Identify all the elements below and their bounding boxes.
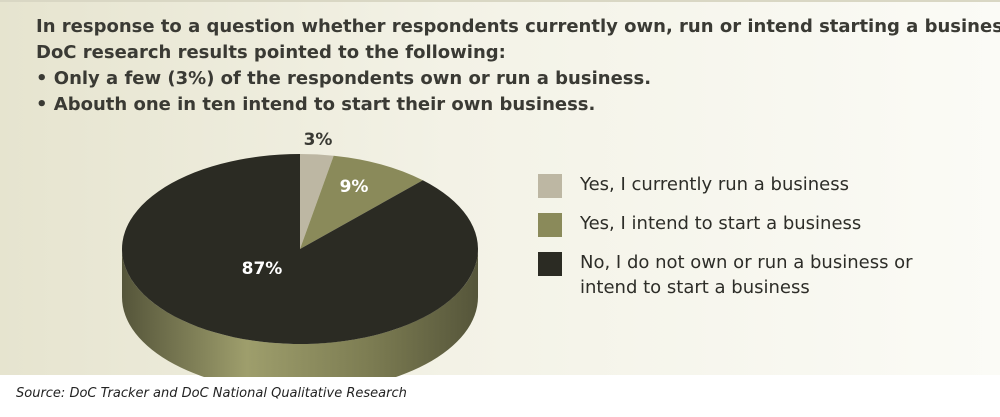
legend-swatch [538,174,562,198]
pie-labels: 3% 9% 87% [242,130,369,279]
pie-slice [121,154,479,344]
chart-heading: In response to a question whether respon… [36,14,1000,118]
heading-bullet: • Abouth one in ten intend to start thei… [36,94,596,115]
pie-top [121,154,479,344]
pie-chart: 3% 9% 87% [121,130,479,377]
heading-bullet: • Only a few (3%) of the respondents own… [36,68,652,89]
pie-slice [300,154,334,249]
legend-item: Yes, I currently run a business [538,172,978,198]
legend-label: No, I do not own or run a business or [580,252,913,273]
legend-label: intend to start a business [580,277,810,298]
pie-slice [300,155,423,249]
heading-line: In response to a question whether respon… [36,16,1000,37]
pie-slice-label: 87% [242,259,283,279]
pie-rim [122,249,478,377]
pie-side [122,249,478,377]
pie-slice-label: 3% [304,130,333,150]
legend-item: Yes, I intend to start a business [538,211,978,237]
legend-label: Yes, I intend to start a business [580,213,862,234]
pie-slice-label: 9% [340,177,369,197]
legend-swatch [538,213,562,237]
heading-line: DoC research results pointed to the foll… [36,42,506,63]
legend-item: No, I do not own or run a business or in… [538,250,978,300]
legend-label: Yes, I currently run a business [580,174,849,195]
legend: Yes, I currently run a business Yes, I i… [538,172,978,314]
legend-swatch [538,252,562,276]
chart-panel: In response to a question whether respon… [0,0,1000,377]
source-note: Source: DoC Tracker and DoC National Qua… [16,386,407,401]
